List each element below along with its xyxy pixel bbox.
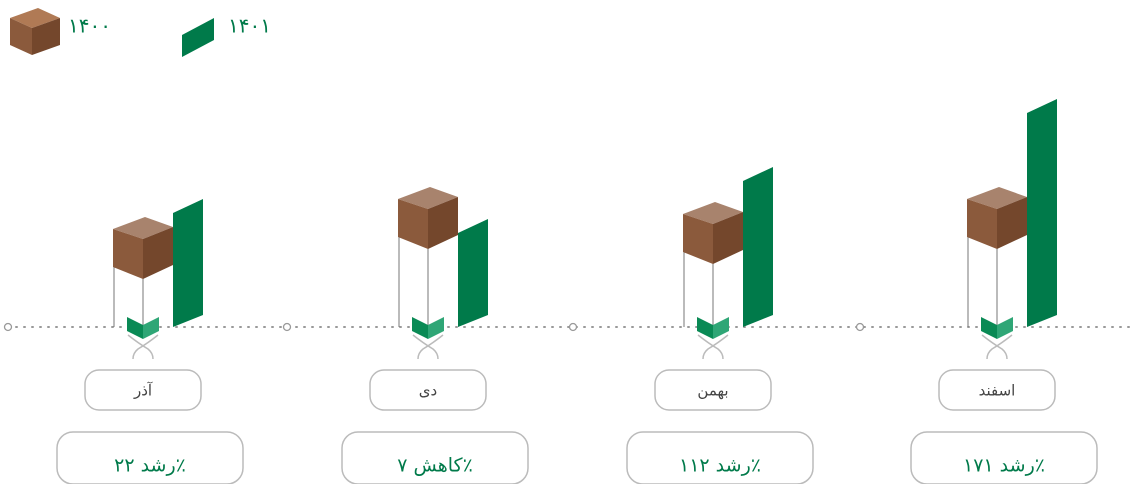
month-label: آذر <box>133 382 153 400</box>
growth-label: کاهش ۷٪ <box>397 455 473 477</box>
box-right <box>143 227 173 279</box>
timeline-node <box>568 322 578 332</box>
timeline-node <box>855 322 865 332</box>
month-label: اسفند <box>979 382 1016 400</box>
box <box>113 217 173 279</box>
chevron <box>127 317 143 339</box>
month-pill <box>84 369 202 411</box>
legend-label: ۱۴۰۰ <box>68 14 111 38</box>
chevron <box>697 317 713 339</box>
box-top <box>967 187 1027 209</box>
growth-pill <box>626 431 814 484</box>
chevron <box>981 317 997 339</box>
chevron <box>143 317 159 339</box>
legend-box-icon <box>10 8 60 55</box>
timeline-node <box>3 322 13 332</box>
box-left <box>967 199 997 249</box>
box-right <box>428 197 458 249</box>
legend-label: ۱۴۰۱ <box>228 14 271 38</box>
growth-label: رشد ۱۱۲٪ <box>679 455 761 477</box>
growth-pill <box>910 431 1098 484</box>
month-pill <box>654 369 772 411</box>
box-left <box>683 214 713 264</box>
box-top <box>113 217 173 239</box>
legend-bar-icon <box>182 18 214 57</box>
chevron <box>997 317 1013 339</box>
box <box>967 187 1027 249</box>
box-left <box>398 199 428 249</box>
bracket <box>412 334 444 360</box>
box-top <box>683 202 743 224</box>
timeline-node <box>282 322 292 332</box>
bracket <box>127 334 159 360</box>
bar <box>458 219 488 327</box>
growth-pill <box>341 431 529 484</box>
month-label: بهمن <box>697 382 728 400</box>
box-top <box>398 187 458 209</box>
box <box>683 202 743 264</box>
bar <box>743 167 773 327</box>
month-pill <box>938 369 1056 411</box>
month-pill <box>369 369 487 411</box>
bracket <box>981 334 1013 360</box>
bar <box>173 199 203 327</box>
legend: ۱۴۰۰ ۱۴۰۱ <box>10 8 271 57</box>
growth-label: رشد ۱۷۱٪ <box>963 455 1045 477</box>
month-label: دی <box>419 382 437 400</box>
growth-pill <box>56 431 244 484</box>
growth-label: رشد ۲۲٪ <box>114 455 186 477</box>
box-right <box>997 197 1027 249</box>
chevron <box>713 317 729 339</box>
box <box>398 187 458 249</box>
box-right <box>713 212 743 264</box>
chevron <box>428 317 444 339</box>
box-left <box>113 229 143 279</box>
bracket <box>697 334 729 360</box>
bar <box>1027 99 1057 327</box>
chevron <box>412 317 428 339</box>
